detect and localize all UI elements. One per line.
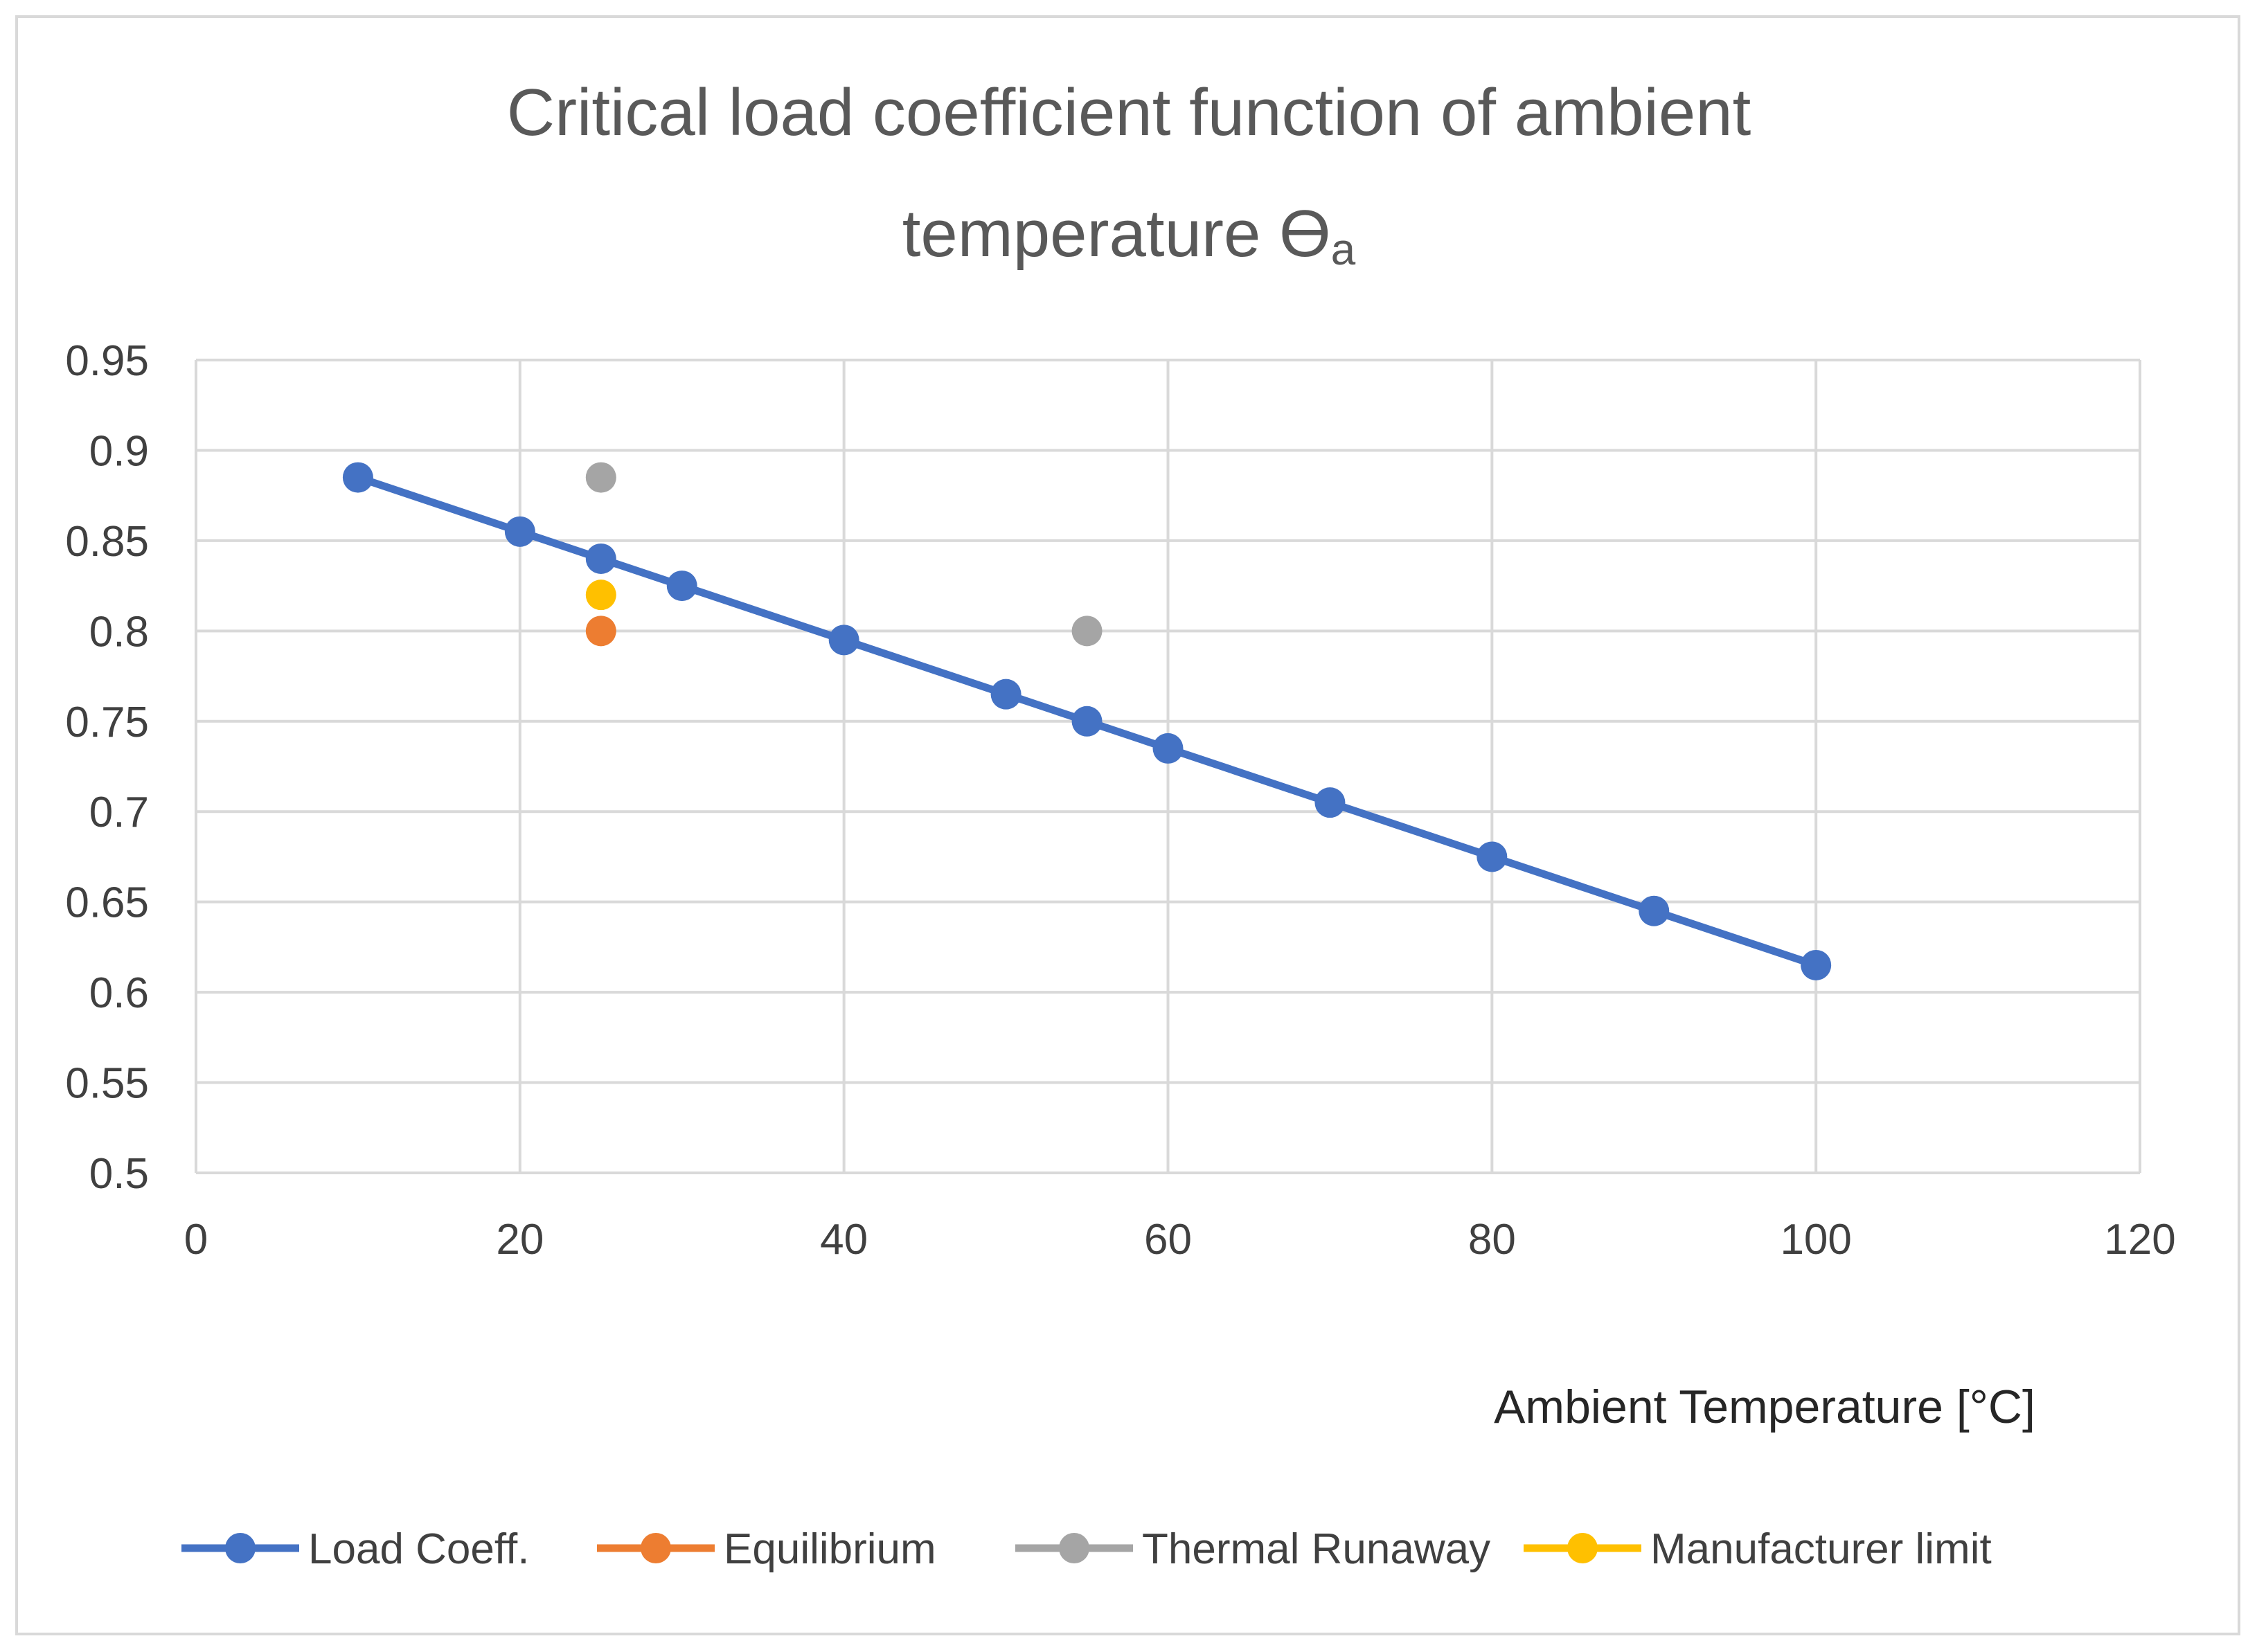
legend-label: Equilibrium bbox=[724, 1525, 936, 1573]
legend-item-manufacturer-limit: Manufacturer limit bbox=[1524, 1525, 1992, 1573]
data-point bbox=[990, 679, 1022, 710]
axis-tick-labels: 0.5 0.55 0.6 0.65 0.7 0.75 0.8 0.85 0.9 0.95 0 20 40… bbox=[65, 337, 2175, 1264]
chart-frame bbox=[15, 15, 2240, 1635]
x-tick-label: 60 bbox=[1144, 1216, 1192, 1264]
x-tick-label: 0 bbox=[184, 1216, 208, 1264]
data-point bbox=[1071, 706, 1103, 737]
y-tick-label: 0.8 bbox=[89, 608, 149, 656]
series-manufacturer-limit bbox=[585, 580, 616, 611]
y-tick-label: 0.75 bbox=[65, 699, 149, 746]
legend-marker bbox=[641, 1533, 671, 1563]
legend-item-thermal-runaway: Thermal Runaway bbox=[1015, 1525, 1490, 1573]
data-point bbox=[1152, 733, 1184, 764]
x-tick-label: 80 bbox=[1468, 1216, 1516, 1264]
data-point bbox=[504, 516, 535, 547]
data-point bbox=[585, 462, 616, 493]
legend-marker bbox=[1059, 1533, 1089, 1563]
y-tick-label: 0.55 bbox=[65, 1060, 149, 1108]
x-tick-label: 100 bbox=[1780, 1216, 1851, 1264]
legend-item-load-coeff: Load Coeff. bbox=[181, 1525, 529, 1573]
chart-title-line2-main: temperature ϴ bbox=[902, 197, 1331, 271]
legend-label: Manufacturer limit bbox=[1650, 1525, 1992, 1573]
data-point bbox=[1639, 895, 1670, 926]
chart-title-line2: temperature ϴa bbox=[902, 197, 1356, 274]
x-tick-label: 120 bbox=[2104, 1216, 2175, 1264]
legend-item-equilibrium: Equilibrium bbox=[597, 1525, 936, 1573]
y-tick-label: 0.95 bbox=[65, 337, 149, 385]
data-point bbox=[1477, 841, 1508, 872]
y-tick-label: 0.7 bbox=[89, 789, 149, 836]
series-layer bbox=[342, 462, 1832, 980]
series-load-coeff bbox=[342, 462, 1832, 980]
y-tick-label: 0.65 bbox=[65, 879, 149, 927]
x-tick-label: 20 bbox=[496, 1216, 544, 1264]
grid bbox=[195, 359, 2141, 1174]
legend-marker bbox=[1567, 1533, 1598, 1563]
data-point bbox=[666, 571, 697, 602]
data-point bbox=[1071, 616, 1103, 647]
series-equilibrium bbox=[585, 616, 616, 647]
x-tick-label: 40 bbox=[820, 1216, 868, 1264]
y-tick-label: 0.9 bbox=[89, 427, 149, 475]
y-tick-label: 0.5 bbox=[89, 1150, 149, 1198]
chart-title-subscript: a bbox=[1331, 224, 1356, 274]
data-point bbox=[585, 543, 616, 574]
data-point bbox=[828, 625, 859, 656]
data-point bbox=[585, 616, 616, 647]
chart-title-line1: Critical load coefficient function of am… bbox=[507, 75, 1751, 150]
x-axis-title: Ambient Temperature [°C] bbox=[1494, 1381, 2035, 1433]
legend-label: Thermal Runaway bbox=[1142, 1525, 1490, 1573]
legend-label: Load Coeff. bbox=[308, 1525, 529, 1573]
data-point bbox=[342, 462, 373, 493]
data-point bbox=[585, 580, 616, 611]
data-point bbox=[1801, 949, 1832, 980]
y-tick-label: 0.6 bbox=[89, 969, 149, 1017]
series-thermal-runaway bbox=[585, 462, 1103, 647]
y-tick-label: 0.85 bbox=[65, 518, 149, 566]
legend: Load Coeff. Equilibrium Thermal Runaway Man… bbox=[181, 1525, 1992, 1573]
data-point bbox=[1314, 787, 1346, 818]
legend-marker bbox=[225, 1533, 256, 1563]
